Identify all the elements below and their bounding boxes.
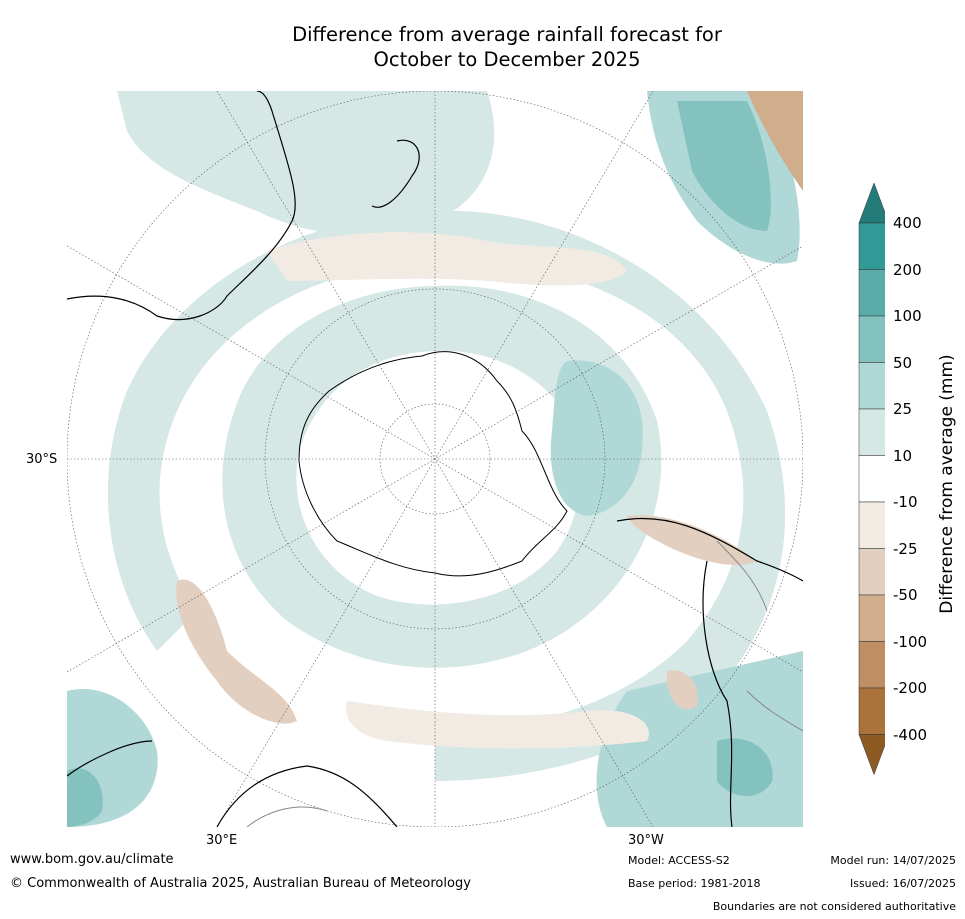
colorbar-block [858,594,885,642]
colorbar-tick-label: -400 [893,725,928,744]
colorbar-block [858,315,885,363]
colorbar-arrow-bottom [858,734,885,776]
dry-lower-right [666,670,698,710]
dry-top-right-corner [747,91,803,191]
footer-disclaimer: Boundaries are not considered authoritat… [712,900,956,913]
wet-top-right-dark [677,101,771,231]
latitude-label-30s: 30°S [26,452,58,467]
dry-lower-left [176,579,297,724]
colorbar-tick-label: -25 [893,539,918,558]
colorbar-block [858,362,885,410]
colorbar-tick-label: 10 [893,446,913,465]
colorbar-block [858,548,885,596]
australia-west-coastline [67,740,153,777]
dry-anomaly-areas [176,91,803,749]
wet-top-left-light [117,91,495,235]
colorbar-block [858,408,885,456]
continent-coastlines [67,91,803,827]
colorbar-arrow-top [858,182,885,224]
title-line-1: Difference from average rainfall forecas… [292,23,722,46]
dry-lower-band [346,701,649,749]
dry-band-top [267,232,627,286]
map-title: Difference from average rainfall forecas… [0,22,965,72]
africa-coastline [67,91,296,320]
antarctica-coastline [298,351,568,577]
colorbar-block [858,641,885,689]
colorbar-tick-label: 25 [893,400,913,418]
colorbar-tick-label: -100 [893,632,928,651]
footer-issued: Issued: 16/07/2025 [849,877,956,890]
australia-coastline [216,765,398,827]
colorbar-block [858,269,885,317]
colorbar-tick-label: 50 [893,353,913,372]
colorbar-block [858,455,885,503]
wet-right-patch [550,360,643,516]
colorbar-tick-label: 400 [893,214,922,232]
longitude-label-30w: 30°W [628,833,664,848]
graticule [67,91,803,827]
dry-south-america [627,515,757,566]
wet-bottom-left-dark [67,768,103,827]
colorbar-tick-label: 200 [893,260,922,279]
colorbar-block [858,687,885,735]
colorbar-tick-label: -10 [893,493,918,511]
footer-url[interactable]: www.bom.gov.au/climate [10,852,174,867]
title-line-2: October to December 2025 [373,48,641,71]
colorbar-title: Difference from average (mm) [937,354,957,614]
footer-model: Model: ACCESS-S2 [628,854,730,867]
longitude-label-30e: 30°E [206,833,238,848]
footer-model-run: Model run: 14/07/2025 [830,854,956,867]
colorbar-block [858,501,885,549]
south-america-coastline [616,517,803,827]
colorbar-block [858,222,885,270]
footer-copyright: © Commonwealth of Australia 2025, Austra… [10,876,471,891]
wet-band-outer [222,285,662,668]
colorbar-tick-label: -50 [893,586,918,604]
colorbar [858,182,885,776]
footer-base-period: Base period: 1981-2018 [628,877,761,890]
colorbar-tick-label: 100 [893,307,922,325]
polar-map [67,91,803,827]
state-boundaries [246,540,803,827]
colorbar-tick-label: -200 [893,679,928,697]
map-panel[interactable] [67,91,803,827]
new-zealand-coastline [371,139,420,208]
